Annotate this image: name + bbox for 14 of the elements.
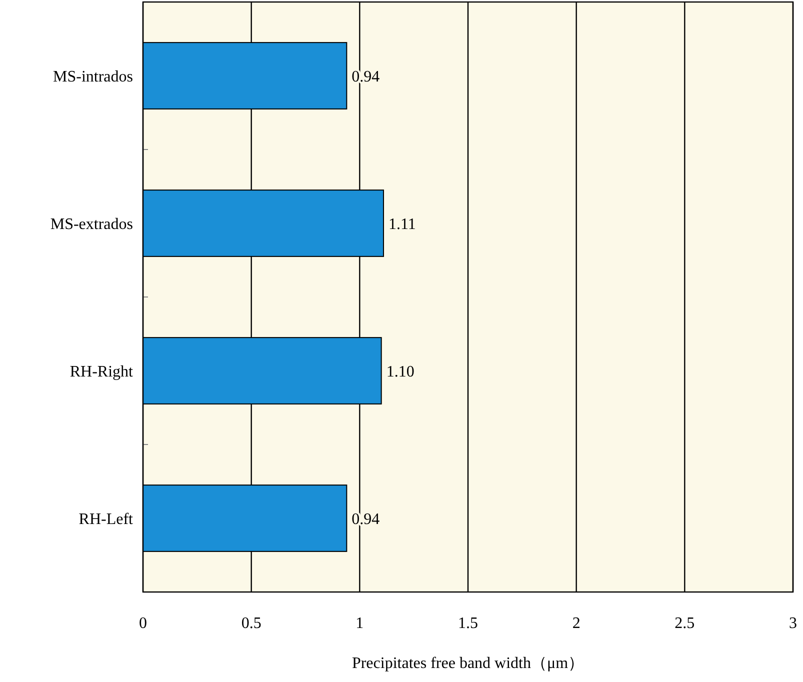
x-tick-label: 0 <box>139 615 147 632</box>
x-tick-label: 2 <box>572 615 580 632</box>
y-tick-label: MS-intrados <box>53 68 133 86</box>
x-tick-label: 1.5 <box>458 615 478 632</box>
y-tick-label: RH-Right <box>70 363 134 380</box>
y-tick-label: RH-Left <box>78 510 134 528</box>
x-axis-title: Precipitates free band width（μm） <box>352 655 584 672</box>
x-tick-label: 0.5 <box>241 615 262 632</box>
data-label: 1.11 <box>388 216 416 233</box>
x-tick-label: 3 <box>789 615 797 632</box>
x-tick-label: 2.5 <box>674 615 695 632</box>
data-label: 1.10 <box>386 363 414 380</box>
x-tick-label: 1 <box>356 615 364 632</box>
y-tick-label: MS-extrados <box>50 216 133 233</box>
